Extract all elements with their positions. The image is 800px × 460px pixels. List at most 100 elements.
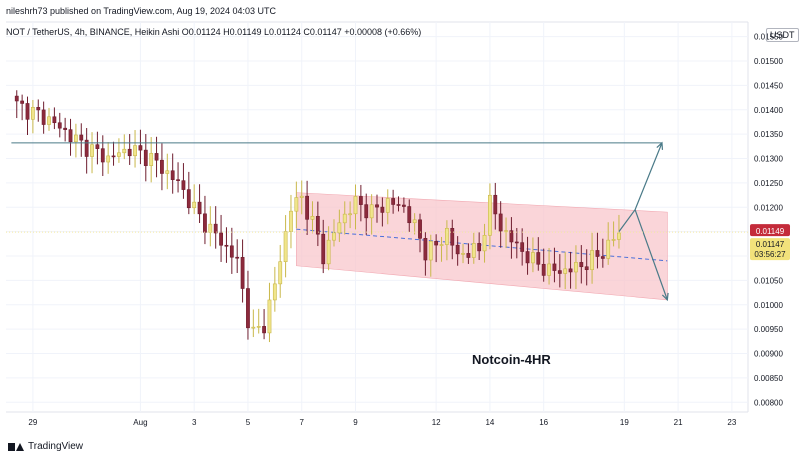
candle-body	[47, 116, 51, 125]
symbol-info[interactable]: NOT / TetherUS, 4h, BINANCE, Heikin Ashi…	[6, 27, 422, 37]
candle-body	[235, 256, 240, 259]
candle-body	[439, 244, 444, 246]
candle-body	[477, 243, 482, 252]
price-tick-label: 0.01550	[754, 33, 783, 42]
price-tick-label: 0.01500	[754, 57, 783, 66]
candle-body	[450, 228, 455, 246]
candle-body	[79, 134, 84, 141]
price-tick-label: 0.01450	[754, 81, 783, 90]
candle-body	[358, 196, 363, 205]
publisher-line: nileshrh73 published on TradingView.com,…	[6, 6, 277, 16]
candle-body	[170, 170, 175, 180]
candle-body	[466, 253, 471, 258]
current-price-text: 0.01147	[756, 240, 785, 249]
candle-body	[127, 148, 132, 157]
price-tick-label: 0.01300	[754, 155, 783, 164]
candle-body	[531, 252, 535, 264]
candle-body	[165, 170, 170, 174]
candle-body	[520, 242, 525, 252]
candle-body	[57, 122, 62, 129]
time-tick-label: 29	[28, 418, 37, 427]
candle-body	[536, 252, 541, 265]
current-price-badge	[750, 238, 790, 261]
candle-body	[192, 201, 197, 209]
candle-body	[482, 235, 487, 252]
candle-body	[138, 145, 143, 151]
candle-body	[606, 239, 611, 259]
candle-body	[68, 129, 73, 143]
candle-body	[342, 213, 347, 224]
candle-body	[617, 232, 621, 240]
candle-body	[95, 144, 100, 149]
candle-body	[595, 250, 600, 257]
candle-body	[493, 194, 498, 215]
candle-body	[434, 241, 439, 246]
candle-body	[423, 238, 428, 261]
price-tick-label: 0.00850	[754, 374, 783, 383]
candle-body	[455, 244, 460, 255]
candle-body	[208, 223, 213, 233]
currency-label[interactable]: USDT	[766, 28, 799, 42]
brand-text: TradingView	[28, 441, 84, 452]
candle-body	[219, 232, 223, 246]
candle-body	[310, 215, 315, 220]
price-channel	[296, 192, 668, 301]
candle-body	[504, 230, 508, 232]
candle-body	[579, 262, 584, 268]
candle-body	[133, 145, 137, 157]
tradingview-footer[interactable]: TradingView	[8, 441, 83, 452]
price-axis[interactable]: 0.01550 0.01500 0.01450 0.01400 0.01350 0.013…	[754, 33, 783, 408]
candle-body	[401, 204, 406, 207]
candle-body	[246, 288, 250, 329]
time-tick-label: 21	[674, 418, 683, 427]
last-price-badge	[750, 224, 790, 237]
bearish-projection	[634, 209, 668, 301]
candle-body	[364, 204, 369, 219]
candle-body	[315, 215, 320, 235]
candle-body	[25, 103, 30, 120]
arrow-head	[661, 292, 669, 302]
candle-body	[498, 213, 503, 232]
candle-body	[41, 109, 46, 125]
price-tick-label: 0.00900	[754, 350, 783, 359]
candle-body	[176, 179, 180, 181]
candle-body	[149, 153, 154, 166]
candle-body	[106, 155, 111, 163]
price-tick-label: 0.00950	[754, 325, 783, 334]
candle-body	[584, 266, 589, 271]
candle-body	[256, 326, 261, 328]
price-tick-label: 0.01050	[754, 276, 783, 285]
price-tick-label: 0.00800	[754, 398, 783, 407]
candle-body	[154, 153, 159, 161]
candlestick-series[interactable]	[14, 90, 621, 343]
candle-body	[407, 206, 412, 224]
candle-body	[396, 204, 401, 206]
candle-body	[224, 244, 229, 247]
candle-body	[444, 228, 449, 245]
candle-body	[412, 219, 417, 224]
candle-body	[90, 144, 94, 157]
candle-body	[563, 268, 568, 274]
candle-body	[100, 148, 105, 163]
price-tick-label: 0.01350	[754, 130, 783, 139]
candle-body	[262, 326, 266, 334]
price-tick-label: 0.01000	[754, 301, 783, 310]
candle-body	[122, 148, 127, 154]
time-tick-label: 19	[620, 418, 629, 427]
candle-body	[514, 241, 519, 244]
candle-body	[557, 270, 562, 274]
candle-body	[229, 245, 234, 258]
candle-body	[321, 233, 326, 265]
candle-body	[348, 213, 353, 216]
candle-body	[600, 256, 605, 259]
candle-body	[267, 299, 272, 334]
candle-body	[181, 180, 186, 190]
time-tick-label: 5	[246, 418, 251, 427]
candle-body	[160, 159, 164, 174]
candle-body	[111, 155, 116, 158]
time-axis[interactable]: 29 Aug 3 5 7 9 12 14 16 19 21 23	[28, 418, 736, 427]
time-tick-label: 12	[432, 418, 441, 427]
candle-body	[375, 204, 379, 208]
